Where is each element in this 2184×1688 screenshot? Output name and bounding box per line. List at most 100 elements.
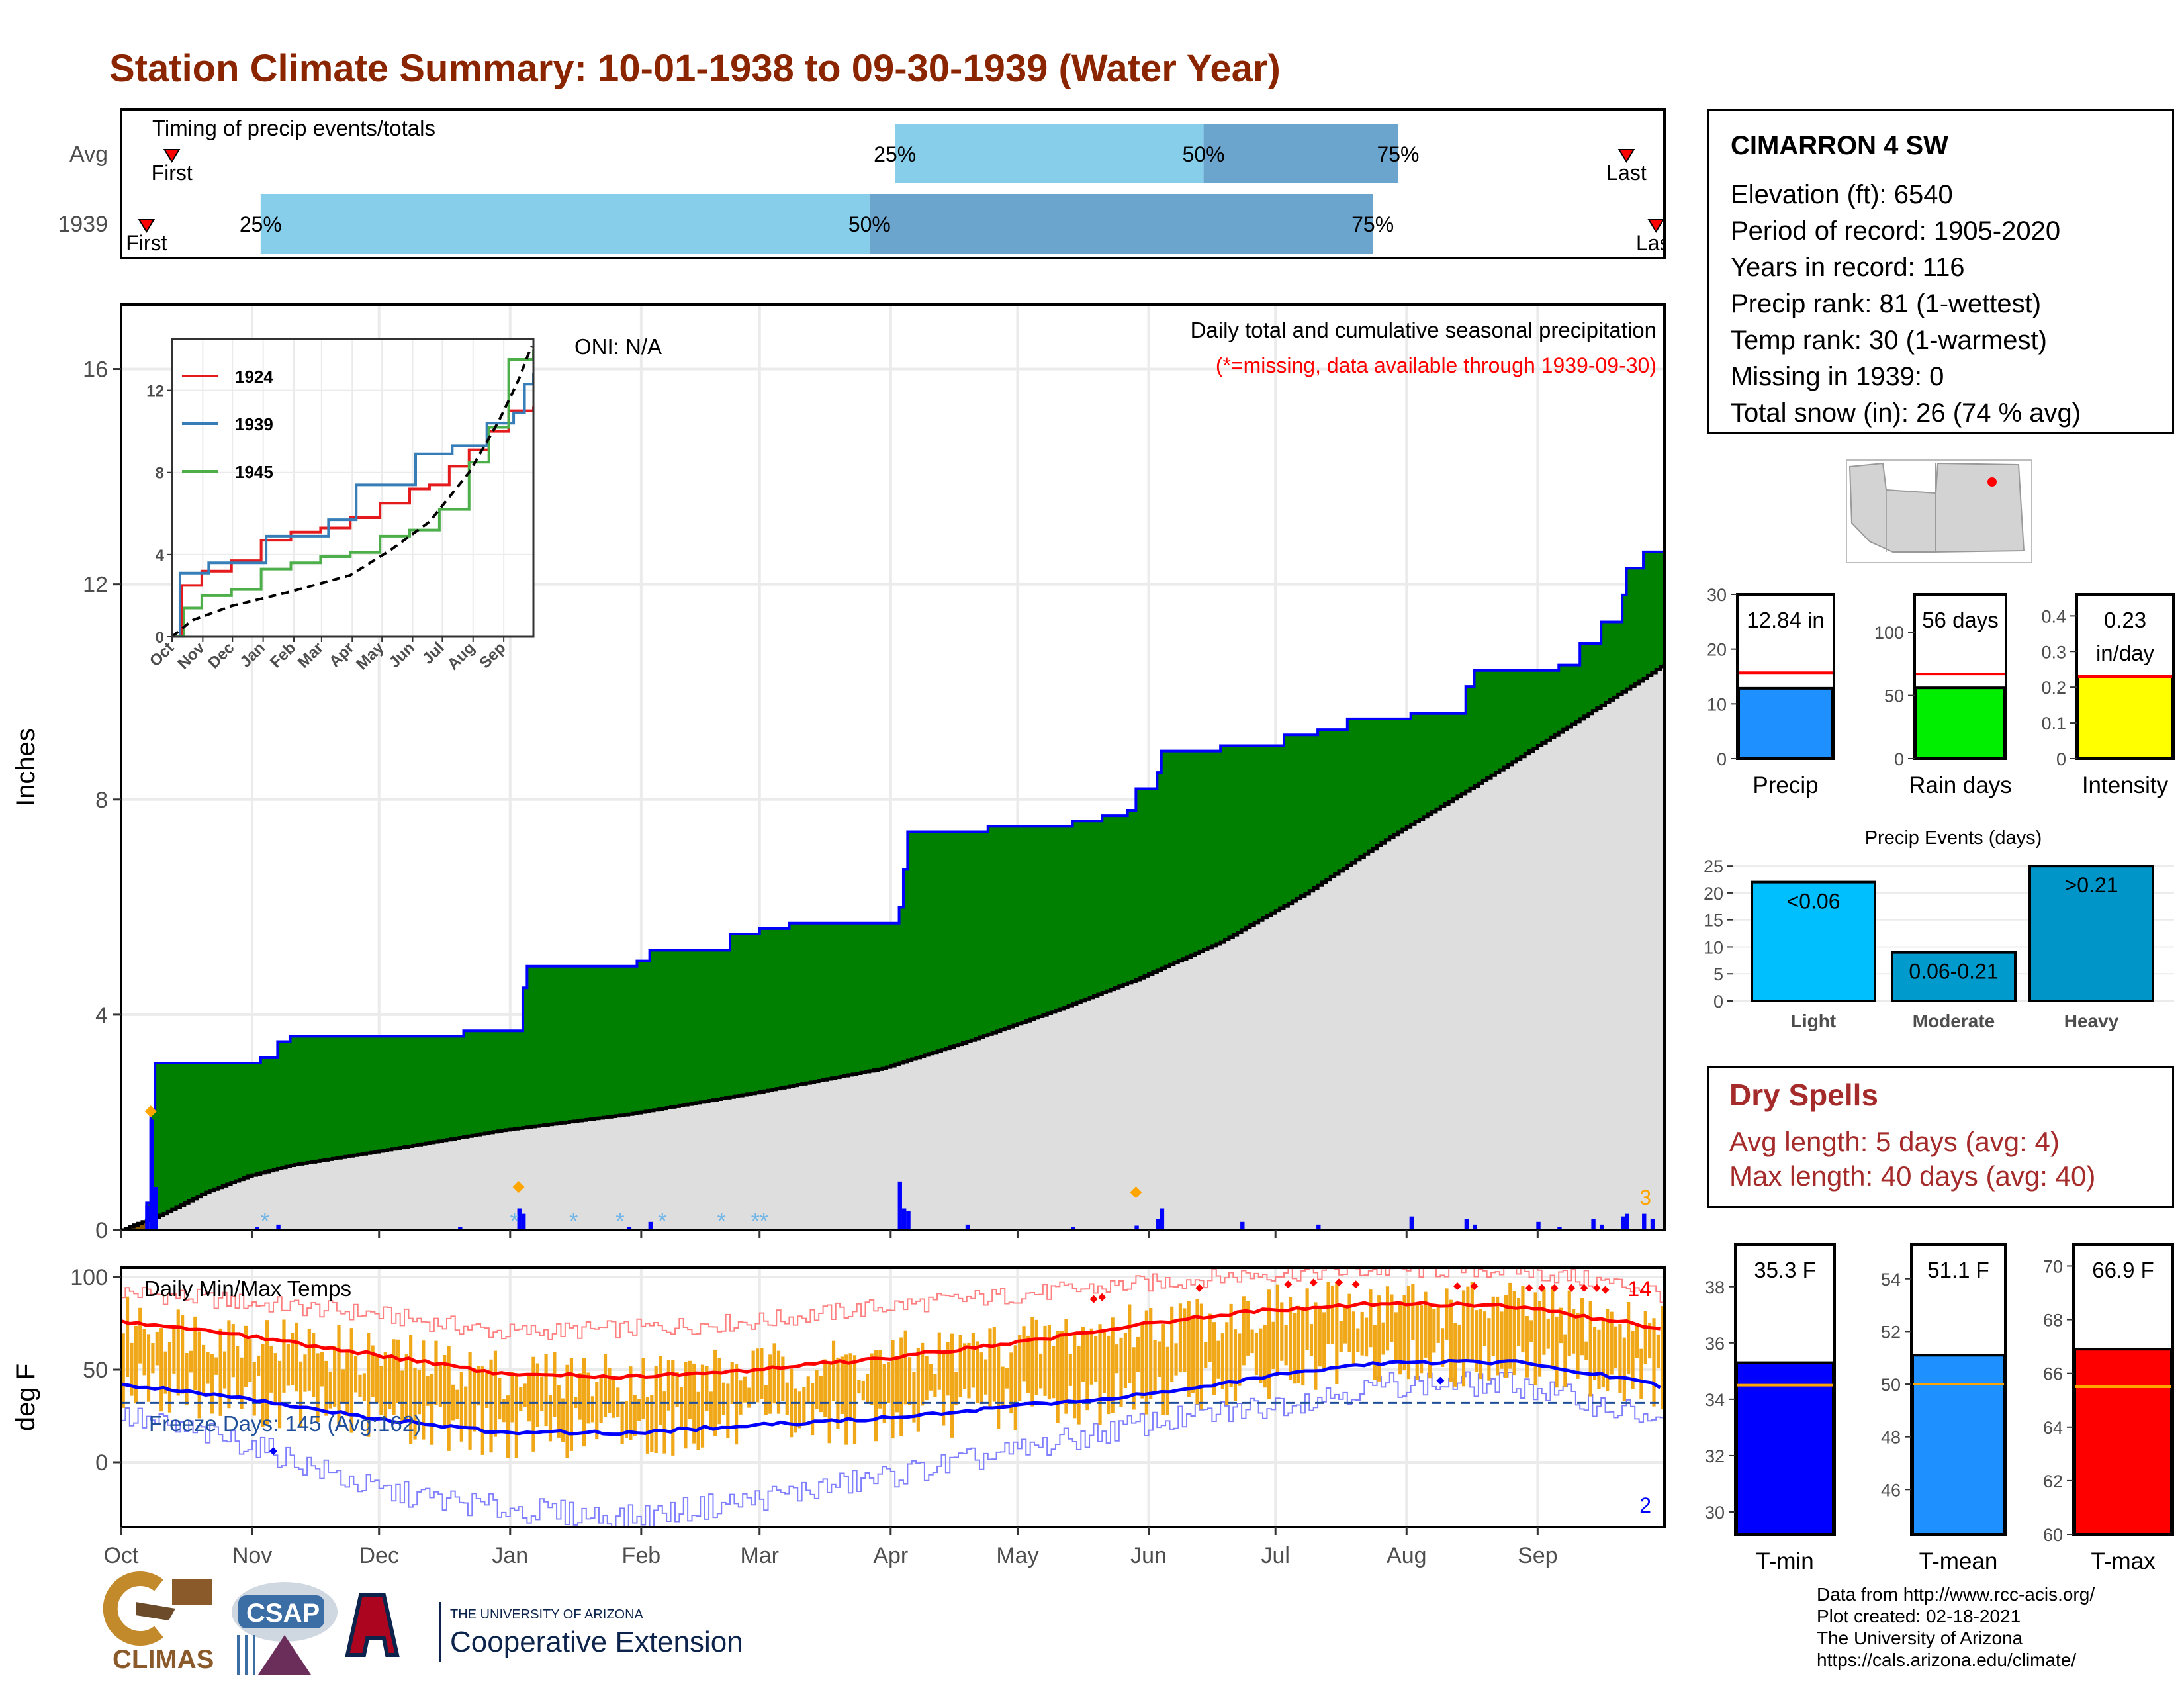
summary-ytick-label-0-0: 0 xyxy=(1717,749,1727,769)
month-label-mar: Mar xyxy=(740,1543,779,1568)
precip-ytick-label-8: 8 xyxy=(95,788,108,813)
dry-spells-avg: Avg length: 5 days (avg: 4) xyxy=(1729,1126,2060,1157)
precip-daily-bar-27 xyxy=(1621,1216,1625,1230)
temp-frame xyxy=(120,1266,1666,1528)
summary-ytick-label-2-0.2: 0.2 xyxy=(2041,678,2066,698)
timing-row-avg: Avg 25% 50% 75%First Last xyxy=(152,124,1647,185)
summary-ytick-label-2-0.1: 0.1 xyxy=(2041,714,2066,733)
temp-summary-ytick-label-2-70: 70 xyxy=(2043,1256,2063,1276)
temp-freeze-text: Freeze Days: 145 (Avg:162) xyxy=(149,1411,422,1436)
precip-daily-bar-26 xyxy=(1600,1224,1604,1230)
temp-record-low-mark-0 xyxy=(269,1447,278,1456)
temp-record-high-mark-12 xyxy=(1567,1284,1576,1292)
timing-row-axis-label-1939: 1939 xyxy=(58,212,108,237)
timing-row-1939-last-marker xyxy=(1647,219,1664,233)
summary-ytick-label-0-30: 30 xyxy=(1707,585,1727,605)
station-info-box: CIMARRON 4 SW Elevation (ft): 6540 Perio… xyxy=(1707,109,2174,434)
timing-row-1939-q50-label: 50% xyxy=(848,212,891,236)
timing-row-avg-first-label: First xyxy=(152,161,193,185)
summary-category-1: Rain days xyxy=(1909,773,2012,798)
temp-ylabel: deg F xyxy=(11,1364,40,1431)
temp-daily-range-bars xyxy=(121,1282,1664,1459)
summary-precip: 0 10 20 30 12.84 in Precip xyxy=(1707,585,1835,798)
precip-daily-bar-6 xyxy=(517,1208,522,1230)
climas-logo: CLIMAS xyxy=(103,1571,214,1674)
temp-summary-ytick-label-2-60: 60 xyxy=(2043,1525,2063,1545)
precip-snow-marker-4: * xyxy=(658,1209,666,1234)
summary-value-label-2-a: 0.23 xyxy=(2104,608,2146,632)
timing-row-avg-first-marker xyxy=(163,149,181,163)
month-label-jul: Jul xyxy=(1261,1543,1289,1568)
timing-row-1939-q75-label: 75% xyxy=(1351,212,1394,236)
month-label-dec: Dec xyxy=(359,1543,398,1568)
temp-record-min-line xyxy=(121,1371,1664,1527)
temp-summary-bar-t-mean xyxy=(1911,1354,2005,1536)
station-location-marker xyxy=(1987,477,1997,487)
temp-summary-value-label-1: 51.1 F xyxy=(1927,1258,1989,1282)
month-label-oct: Oct xyxy=(104,1543,139,1568)
credits: Data from http://www.rcc-acis.org/ Plot … xyxy=(1817,1583,2095,1671)
temp-record-high-mark-4 xyxy=(1309,1278,1318,1287)
precip-events-bar-heavy xyxy=(2028,865,2154,1002)
precip-daily-bar-18 xyxy=(1240,1221,1245,1230)
temp-summary-category-2: T-max xyxy=(2091,1548,2156,1574)
temp-record-high-mark-14 xyxy=(1592,1284,1601,1292)
summary-ytick-label-1-100: 100 xyxy=(1874,623,1904,643)
temp-summary-bars: 30 32 34 36 38 35.3 F T-min 46 48 50 52 54 51.1 F T-m… xyxy=(1705,1243,2174,1574)
temp-summary-ytick-label-1-50: 50 xyxy=(1881,1375,1901,1395)
precip-extreme-marker-2 xyxy=(1130,1186,1142,1199)
summary-rain-days: 0 50 100 56 days Rain days xyxy=(1874,593,2012,798)
temp-record-high-mark-2 xyxy=(1195,1284,1204,1292)
station-elevation: Elevation (ft): 6540 xyxy=(1731,180,1953,209)
precip-snow-marker-1: * xyxy=(510,1209,519,1234)
precip-events-value-label-moderate: 0.06-0.21 xyxy=(1909,960,1998,984)
inset-legend-label-1945: 1945 xyxy=(235,462,273,482)
precip-avg-line xyxy=(121,663,1664,1230)
station-snow: Total snow (in): 26 (74 % avg) xyxy=(1731,399,2081,428)
temp-summary-t-min: 30 32 34 36 38 35.3 F T-min xyxy=(1705,1243,1836,1574)
temp-summary-category-1: T-mean xyxy=(1919,1548,1998,1574)
station-temp-rank: Temp rank: 30 (1-warmest) xyxy=(1731,326,2047,355)
precip-daily-bar-10 xyxy=(897,1181,902,1230)
temp-summary-value-label-2: 66.9 F xyxy=(2092,1258,2154,1282)
precip-events-bar-light xyxy=(1751,880,1876,1002)
precip-daily-bar-29 xyxy=(1642,1213,1647,1230)
temp-summary-ytick-label-1-46: 46 xyxy=(1881,1480,1901,1500)
csap-logo: CSAP xyxy=(232,1582,338,1675)
temp-record-max-line xyxy=(121,1268,1664,1340)
temp-summary-ytick-label-2-62: 62 xyxy=(2043,1472,2063,1491)
precip-frame xyxy=(120,303,1666,1231)
precip-1939-line xyxy=(121,539,1664,1230)
month-label-jan: Jan xyxy=(492,1543,528,1568)
precip-daily-bar-22 xyxy=(1473,1224,1477,1230)
timing-row-1939-last-label: Last xyxy=(1636,231,1676,255)
station-precip-rank: Precip rank: 81 (1-wettest) xyxy=(1731,289,2042,318)
precip-daily-bar-20 xyxy=(1409,1216,1414,1230)
precip-corner-count: 3 xyxy=(1639,1186,1651,1209)
precip-daily-bar-7 xyxy=(521,1213,526,1230)
summary-bar-intensity xyxy=(2077,675,2173,760)
summary-value-label-1: 56 days xyxy=(1922,608,1999,632)
precip-daily-bar-5 xyxy=(458,1227,463,1230)
precip-daily-bar-25 xyxy=(1591,1219,1596,1230)
dry-spells-title: Dry Spells xyxy=(1729,1078,1878,1112)
temp-summary-ytick-label-0-32: 32 xyxy=(1705,1446,1725,1466)
temp-summary-ytick-label-2-64: 64 xyxy=(2043,1418,2063,1438)
inset-line-1924 xyxy=(172,406,533,637)
summary-bars: 0 10 20 30 12.84 in Precip 0 50 100 56 days Rain d… xyxy=(1707,585,2175,798)
precip-daily-bar-24 xyxy=(1557,1227,1562,1230)
temp-summary-ytick-label-0-30: 30 xyxy=(1705,1503,1725,1523)
precip-daily-bar-13 xyxy=(965,1224,970,1230)
precip-daily-bar-8 xyxy=(627,1227,632,1230)
timing-border xyxy=(120,108,1666,259)
station-period: Period of record: 1905-2020 xyxy=(1731,216,2061,246)
summary-category-0: Precip xyxy=(1752,773,1818,798)
timing-frame-layer: Avg 1939 xyxy=(58,108,1666,259)
inset-avg-line xyxy=(172,346,533,637)
month-label-jun: Jun xyxy=(1130,1543,1167,1568)
summary-bar-precip xyxy=(1737,686,1834,760)
precip-title: Daily total and cumulative seasonal prec… xyxy=(1191,318,1657,342)
precip-snow-marker-2: * xyxy=(569,1209,578,1234)
precip-events-ytick-label-20: 20 xyxy=(1704,884,1723,904)
